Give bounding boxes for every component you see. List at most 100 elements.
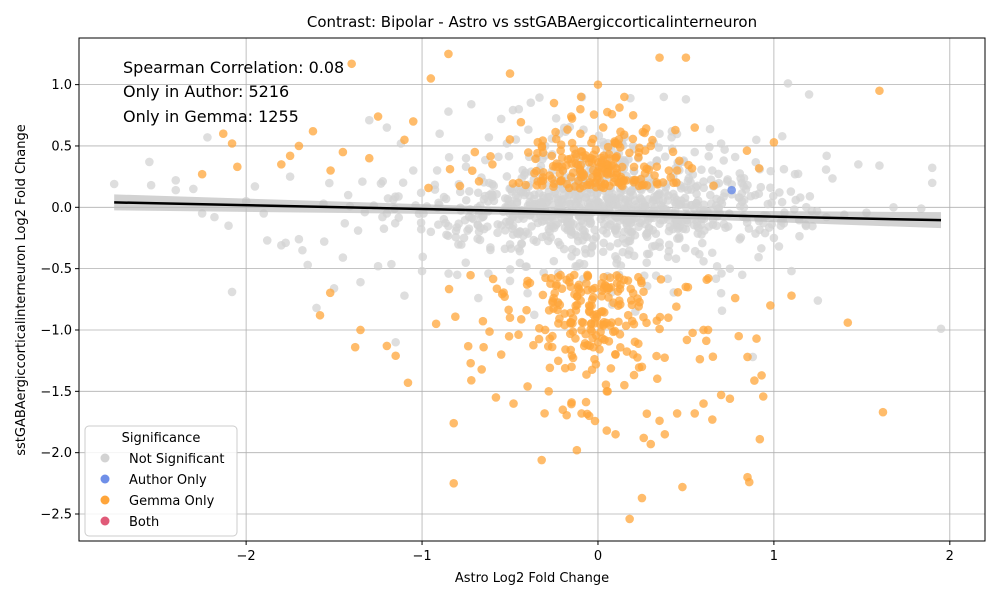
point-gemma-only-cloud-106: [639, 287, 648, 297]
point-gemma-only-cloud-228: [556, 140, 566, 149]
point-not-significant-cloud-708: [398, 178, 408, 187]
point-not-significant-cloud-773: [663, 252, 673, 262]
point-not-significant-cloud-479: [795, 231, 804, 241]
point-gemma-only-cloud-317: [634, 181, 644, 191]
point-gemma-only-cloud-370: [609, 161, 619, 171]
point-gemma-only-cloud-162: [568, 168, 578, 177]
point-gemma-only-59: [734, 331, 744, 341]
point-not-significant-26: [364, 115, 374, 125]
point-gemma-only-cloud-400: [607, 109, 617, 119]
point-gemma-only-cloud-374: [539, 168, 548, 177]
point-gemma-only-cloud-365: [623, 276, 633, 285]
point-gemma-only-cloud-366: [531, 154, 540, 164]
y-tick-label-1: −2.0: [40, 446, 72, 461]
point-gemma-only-cloud-79: [603, 142, 613, 152]
point-gemma-only-cloud-14: [556, 270, 565, 280]
point-not-significant-45: [532, 237, 541, 246]
point-gemma-only-51: [678, 482, 687, 492]
point-gemma-only-cloud-126: [514, 330, 523, 339]
point-gemma-only-cloud-233: [664, 166, 674, 175]
point-not-significant-87: [620, 227, 629, 237]
point-gemma-only-cloud-313: [587, 158, 597, 167]
point-not-significant-cloud-835: [625, 236, 635, 246]
point-gemma-only-cloud-239: [625, 148, 634, 158]
point-gemma-only-cloud-405: [636, 276, 646, 286]
point-not-significant-81: [875, 161, 884, 170]
point-not-significant-66: [743, 180, 752, 190]
point-not-significant-cloud-771: [505, 216, 515, 226]
point-gemma-only-cloud-372: [576, 288, 586, 297]
point-not-significant-75: [795, 193, 805, 202]
point-gemma-only-7: [308, 126, 318, 136]
point-gemma-only-cloud-195: [605, 273, 615, 283]
point-not-significant-cloud-428: [605, 242, 615, 251]
point-gemma-only-cloud-156: [522, 305, 531, 315]
point-gemma-only-3: [233, 162, 242, 172]
point-gemma-only-95: [576, 104, 585, 114]
point-not-significant-cloud-120: [681, 243, 690, 253]
point-gemma-only-cloud-60: [553, 356, 563, 366]
point-not-significant-cloud-475: [579, 259, 589, 269]
point-gemma-only-cloud-387: [604, 337, 614, 346]
point-not-significant-cloud-66: [717, 306, 727, 315]
point-gemma-only-cloud-128: [704, 274, 713, 283]
point-not-significant-2: [146, 180, 156, 190]
point-gemma-only-10: [338, 147, 348, 157]
point-not-significant-cloud-740: [461, 195, 471, 205]
point-not-significant-cloud-804: [704, 152, 713, 161]
point-not-significant-65: [737, 270, 747, 280]
point-gemma-only-84: [628, 288, 638, 298]
point-gemma-only-cloud-191: [655, 312, 665, 322]
point-gemma-only-45: [639, 433, 649, 443]
point-not-significant-cloud-617: [432, 166, 442, 175]
point-not-significant-71: [769, 233, 779, 243]
point-gemma-only-cloud-218: [549, 179, 559, 188]
point-gemma-only-27: [479, 342, 488, 352]
point-gemma-only-cloud-112: [709, 181, 718, 190]
point-gemma-only-28: [491, 393, 501, 402]
point-not-significant-76: [804, 90, 814, 99]
point-not-significant-cloud-823: [483, 197, 493, 206]
point-gemma-only-32: [523, 382, 532, 391]
point-gemma-only-23: [444, 49, 453, 59]
point-not-significant-cloud-690: [667, 132, 676, 142]
point-not-significant-59: [708, 166, 717, 175]
legend-box: [84, 425, 238, 537]
point-not-significant-cloud-579: [551, 113, 561, 123]
point-gemma-only-cloud-277: [544, 306, 554, 315]
point-not-significant-cloud-691: [786, 187, 796, 196]
point-gemma-only-cloud-118: [752, 334, 761, 343]
point-not-significant-cloud-879: [779, 164, 789, 174]
point-gemma-only-87: [549, 98, 559, 108]
point-not-significant-cloud-612: [801, 221, 811, 231]
point-gemma-only-cloud-73: [424, 183, 433, 193]
point-not-significant-58: [699, 256, 708, 266]
point-gemma-only-cloud-291: [588, 292, 598, 302]
point-gemma-only-cloud-135: [758, 392, 768, 401]
point-gemma-only-cloud-171: [640, 128, 649, 138]
point-not-significant-16: [285, 172, 295, 181]
legend-marker-author-only: [100, 474, 110, 484]
point-not-significant-cloud-655: [652, 156, 662, 165]
point-not-significant-74: [790, 169, 800, 179]
point-gemma-only-cloud-53: [688, 328, 697, 338]
point-gemma-only-cloud-355: [488, 274, 498, 284]
point-gemma-only-cloud-381: [581, 151, 590, 160]
point-gemma-only-cloud-220: [563, 125, 572, 134]
point-not-significant-cloud-793: [616, 192, 626, 202]
point-gemma-only-64: [757, 371, 766, 380]
point-not-significant-cloud-699: [502, 172, 512, 181]
regression-line-group: [114, 194, 942, 229]
x-axis-label: Astro Log2 Fold Change: [455, 571, 609, 586]
point-not-significant-cloud-777: [683, 176, 693, 186]
point-gemma-only-cloud-335: [546, 279, 555, 289]
point-not-significant-17: [294, 234, 304, 244]
point-not-significant-cloud-567: [723, 175, 732, 184]
annotation-only-author: Only in Author: 5216: [123, 82, 289, 101]
point-gemma-only-85: [488, 160, 497, 169]
point-not-significant-cloud-310: [693, 229, 703, 238]
point-not-significant-cloud-541: [451, 232, 461, 242]
point-not-significant-33: [417, 266, 427, 276]
point-gemma-only-cloud-133: [701, 336, 711, 346]
point-gemma-only-35: [558, 405, 568, 415]
